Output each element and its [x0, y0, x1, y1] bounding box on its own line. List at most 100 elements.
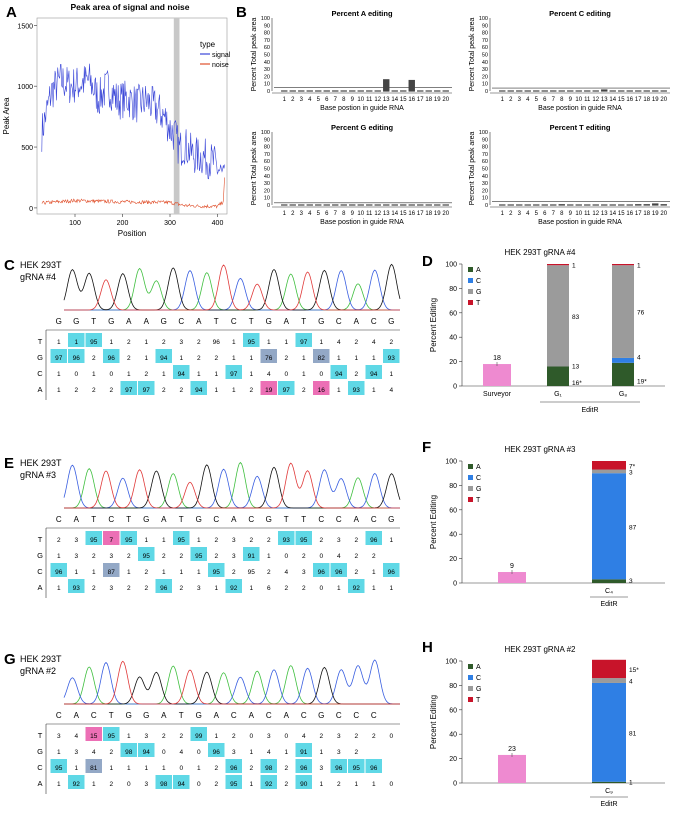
sanger-G-cell: 94 [178, 781, 186, 788]
panel-B1-xtick-label: 12 [374, 97, 381, 103]
sanger-C-cell: 95 [248, 339, 256, 346]
sanger-G-base: C [336, 711, 342, 720]
panel-B4-ytick-label: 10 [482, 196, 488, 202]
panel-B1-xtick-label: 11 [366, 97, 373, 103]
panel-F-surveyor-bar [498, 572, 526, 583]
sanger-C-trace-A [64, 267, 400, 311]
sanger-G-cell: 1 [284, 749, 288, 756]
panel-H-legend-T: T [476, 697, 481, 704]
sanger-E-highlight-cell [348, 579, 365, 593]
sanger-G-highlight-cell [155, 775, 172, 789]
panel-B2-bar [601, 89, 608, 92]
sanger-C-cell: 1 [302, 371, 306, 378]
panel-F-ylabel: Percent Editing [429, 495, 438, 549]
sanger-G-cell: 2 [284, 765, 288, 772]
sanger-C-base: C [336, 317, 342, 326]
panel-B3-bar [340, 204, 347, 206]
sanger-E-highlight-cell [173, 531, 190, 545]
sanger-C-base: G [318, 317, 324, 326]
sanger-E-highlight-cell [85, 531, 102, 545]
panel-B2-xtick-label: 4 [526, 97, 530, 103]
sanger-E-cell: 95 [125, 537, 133, 544]
sanger-G-base: C [56, 711, 62, 720]
panel-F-xtick-label: C₄ [605, 588, 613, 595]
sanger-C-cell: 1 [232, 355, 236, 362]
panel-B3-bar [306, 204, 313, 206]
panel-F-legend-swatch-A [468, 464, 473, 469]
panel-B2-bar [592, 90, 599, 92]
sanger-E-base: A [74, 515, 80, 524]
panel-B4-bar [550, 204, 557, 206]
sanger-C-highlight-cell [190, 381, 207, 395]
sanger-G-highlight-cell [330, 759, 347, 773]
panel-B4-xtick-label: 9 [569, 211, 573, 217]
sanger-C-row-base: T [38, 337, 43, 346]
sanger-E-label-grna: gRNA #3 [20, 470, 56, 480]
panel-B3-xtick-label: 12 [374, 211, 381, 217]
sanger-E-row-base: A [37, 583, 42, 592]
sanger-C-cell: 1 [92, 371, 96, 378]
sanger-C-highlight-cell [120, 381, 137, 395]
panel-B2-ytick-label: 70 [482, 38, 488, 44]
sanger-E-cell: 3 [109, 585, 113, 592]
sanger-C-cell: 2 [249, 387, 253, 394]
panel-B4-bar [601, 204, 608, 206]
panel-B2-bar [507, 90, 514, 92]
panel-B4-xtick-label: 4 [526, 211, 530, 217]
panel-a-ytick-label: 0 [29, 206, 33, 213]
sanger-C-highlight-cell [330, 365, 347, 379]
panel-B1-ytick-label: 90 [264, 23, 270, 29]
sanger-C-highlight-cell [173, 365, 190, 379]
sanger-C-row-base: A [37, 385, 42, 394]
sanger-G-cell: 2 [372, 733, 376, 740]
sanger-G-base: C [353, 711, 359, 720]
sanger-G-cell: 3 [144, 733, 148, 740]
panel-B1-xtick-label: 14 [391, 97, 398, 103]
panel-B2-xtick-label: 14 [609, 97, 616, 103]
sanger-G-cell: 96 [230, 765, 238, 772]
sanger-E-cell: 95 [300, 537, 308, 544]
sanger-E-base: C [108, 515, 114, 524]
sanger-G-cell: 4 [302, 733, 306, 740]
sanger-E-cell: 2 [179, 585, 183, 592]
panel-B2-bar [499, 90, 506, 92]
sanger-E-label-cell: HEK 293T [20, 458, 62, 468]
panel-B1-bar [408, 79, 415, 92]
sanger-C-highlight-cell [68, 333, 85, 347]
sanger-E-cell: 2 [249, 537, 253, 544]
sanger-G-cell: 2 [354, 749, 358, 756]
panel-B3-xtick-label: 2 [291, 211, 295, 217]
panel-B2-ytick-label: 60 [482, 45, 488, 51]
panel-B1-xtick-label: 4 [308, 97, 312, 103]
sanger-E-base: T [284, 515, 289, 524]
sanger-G-base: G [143, 711, 149, 720]
panel-B3-xtick-label: 9 [351, 211, 355, 217]
sanger-G-cell: 3 [74, 749, 78, 756]
panel-B2-xtick-label: 17 [635, 97, 642, 103]
panel-B3-bar [417, 204, 424, 206]
sanger-C-cell: 2 [197, 339, 201, 346]
panel-H-stack-T [592, 659, 626, 679]
sanger-G-trace-G [64, 666, 400, 705]
sanger-E-highlight-cell [190, 547, 207, 561]
sanger-E-highlight-cell [138, 547, 155, 561]
panel-B3-xtick-label: 8 [342, 211, 346, 217]
panel-H-ytick-label: 80 [449, 683, 457, 690]
panel-D-xtick-label: G₈ [619, 391, 627, 398]
panel-B1-bar [357, 90, 364, 92]
panel-B2-xtick-label: 20 [660, 97, 667, 103]
sanger-E-base: C [248, 515, 254, 524]
sanger-E-highlight-cell [278, 531, 295, 545]
panel-B3-xtick-label: 15 [400, 211, 407, 217]
sanger-E-highlight-cell [103, 531, 120, 545]
sanger-C-base: T [91, 317, 96, 326]
panel-B1-bar [340, 90, 347, 92]
sanger-G-cell: 0 [197, 781, 201, 788]
panel-B2-bar [609, 90, 616, 92]
sanger-E-cell: 2 [162, 553, 166, 560]
panel-F-legend-swatch-C [468, 475, 473, 480]
panel-B1-bar [366, 90, 373, 92]
sanger-C-cell: 1 [354, 355, 358, 362]
sanger-E-cell: 1 [214, 585, 218, 592]
